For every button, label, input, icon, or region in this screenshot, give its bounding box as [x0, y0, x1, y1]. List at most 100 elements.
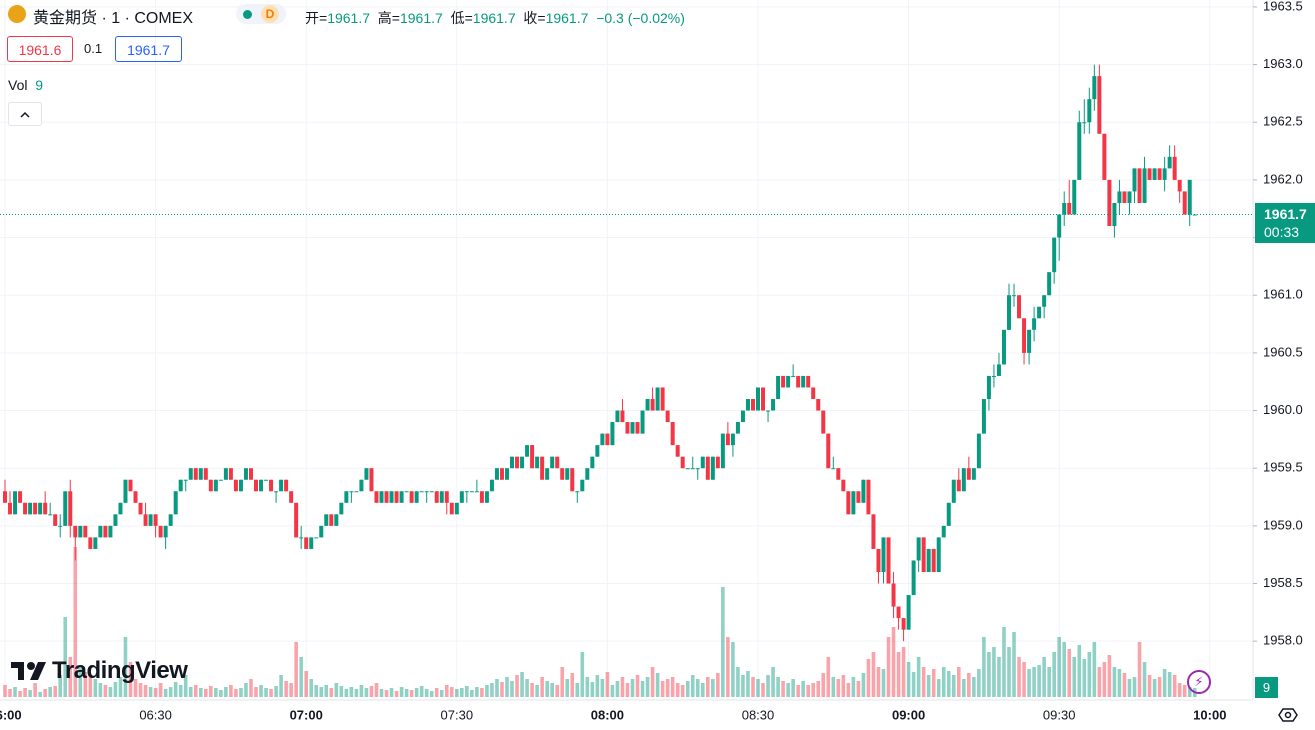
volume-bar	[1097, 667, 1102, 697]
candle-body	[575, 491, 580, 493]
candle-body	[690, 468, 695, 470]
volume-bar	[555, 685, 559, 697]
candle-body	[776, 375, 781, 400]
candle-body	[389, 491, 394, 503]
candle-body	[1137, 168, 1142, 203]
volume-bar	[3, 685, 7, 697]
volume-bar	[198, 688, 203, 697]
volume-bar	[670, 677, 675, 697]
candle-body	[424, 491, 429, 493]
candle-body	[660, 387, 665, 411]
volume-bar	[1142, 662, 1147, 697]
volume-bar	[871, 652, 876, 697]
volume-bar	[239, 688, 243, 697]
candle-body	[1142, 168, 1147, 203]
volume-value: 9	[35, 77, 44, 93]
ohlc-value: 1961.7	[545, 10, 589, 26]
candle-body	[1012, 295, 1017, 297]
volume-bar	[329, 688, 334, 697]
candle-body	[334, 514, 339, 526]
candle-body	[986, 375, 991, 400]
candle-body	[1057, 214, 1062, 238]
volume-bar	[741, 675, 745, 697]
x-tick-label: 08:00	[591, 707, 624, 722]
candle-body	[233, 479, 238, 492]
candle-body	[168, 514, 173, 526]
y-tick-label: 1962.0	[1263, 171, 1303, 186]
volume-bar	[324, 685, 329, 697]
candle-body	[13, 491, 18, 515]
volume-bar	[600, 679, 605, 697]
candle-body	[63, 491, 68, 526]
volume-bar	[816, 681, 821, 697]
volume-bar	[756, 679, 760, 697]
alert-icon[interactable]: ⚡	[1187, 670, 1211, 694]
candle-body	[796, 375, 801, 388]
candle-body	[720, 433, 725, 469]
volume-bar	[424, 689, 429, 697]
volume-bar	[736, 667, 740, 697]
candle-body	[1187, 179, 1192, 215]
volume-bar	[911, 672, 916, 697]
volume-bar	[13, 687, 17, 697]
volume-bar	[1007, 647, 1011, 697]
volume-bar	[921, 667, 926, 697]
volume-bar	[951, 675, 956, 697]
candle-body	[605, 433, 610, 446]
volume-bar	[856, 681, 861, 697]
candle-body	[1162, 168, 1167, 180]
volume-bar	[695, 679, 700, 697]
settings-icon[interactable]	[1278, 705, 1298, 725]
chart-title: 黄金期货 · 1 · COMEX	[33, 10, 194, 27]
candle-body	[163, 525, 168, 538]
volume-bar	[1132, 677, 1137, 697]
candle-body	[203, 468, 208, 480]
status-dot	[243, 10, 252, 19]
volume-bar	[1027, 669, 1031, 697]
ask-box[interactable]: 1961.7	[115, 36, 182, 62]
volume-bar	[630, 679, 635, 697]
candle-body	[1017, 295, 1022, 319]
logo: TradingView	[10, 657, 188, 687]
candle-body	[675, 445, 680, 457]
volume-bar	[1022, 662, 1026, 697]
candle-body	[1022, 318, 1027, 353]
volume-bar	[259, 685, 263, 697]
volume-bar	[906, 662, 911, 697]
x-tick-label: 07:30	[441, 707, 474, 722]
candle-body	[419, 491, 424, 493]
candle-body	[449, 502, 454, 515]
collapse-button[interactable]	[8, 102, 42, 126]
volume-bar	[339, 686, 344, 697]
candle-body	[1097, 76, 1102, 134]
candle-body	[314, 537, 319, 539]
volume-bar	[193, 685, 198, 697]
candle-body	[1167, 156, 1172, 169]
bid-box[interactable]: 1961.6	[7, 36, 73, 62]
candle-body	[991, 375, 996, 377]
ohlc-value: 1961.7	[472, 10, 516, 26]
candle-body	[33, 502, 38, 515]
volume-bar	[1042, 657, 1046, 697]
volume-bar	[1107, 655, 1112, 697]
volume-bar	[936, 679, 941, 697]
candle-body	[946, 502, 951, 526]
volume-bar	[33, 683, 37, 697]
volume-bar	[48, 687, 52, 697]
volume-bar	[1092, 642, 1097, 697]
volume-bar	[404, 689, 409, 697]
volume-bar	[1152, 679, 1157, 697]
x-tick-label: 06:00	[0, 707, 22, 722]
interval-badge: D	[261, 5, 279, 23]
candle-body	[143, 514, 148, 526]
volume-bar	[580, 652, 585, 697]
marks	[3, 64, 1197, 697]
candle-body	[1147, 168, 1152, 180]
candle-body	[971, 468, 976, 480]
volume-bar	[846, 683, 851, 697]
candle-body	[535, 456, 540, 469]
candle-body	[374, 491, 379, 503]
volume-bar	[505, 677, 509, 697]
candle-body	[941, 525, 946, 538]
candle-body	[921, 537, 926, 572]
